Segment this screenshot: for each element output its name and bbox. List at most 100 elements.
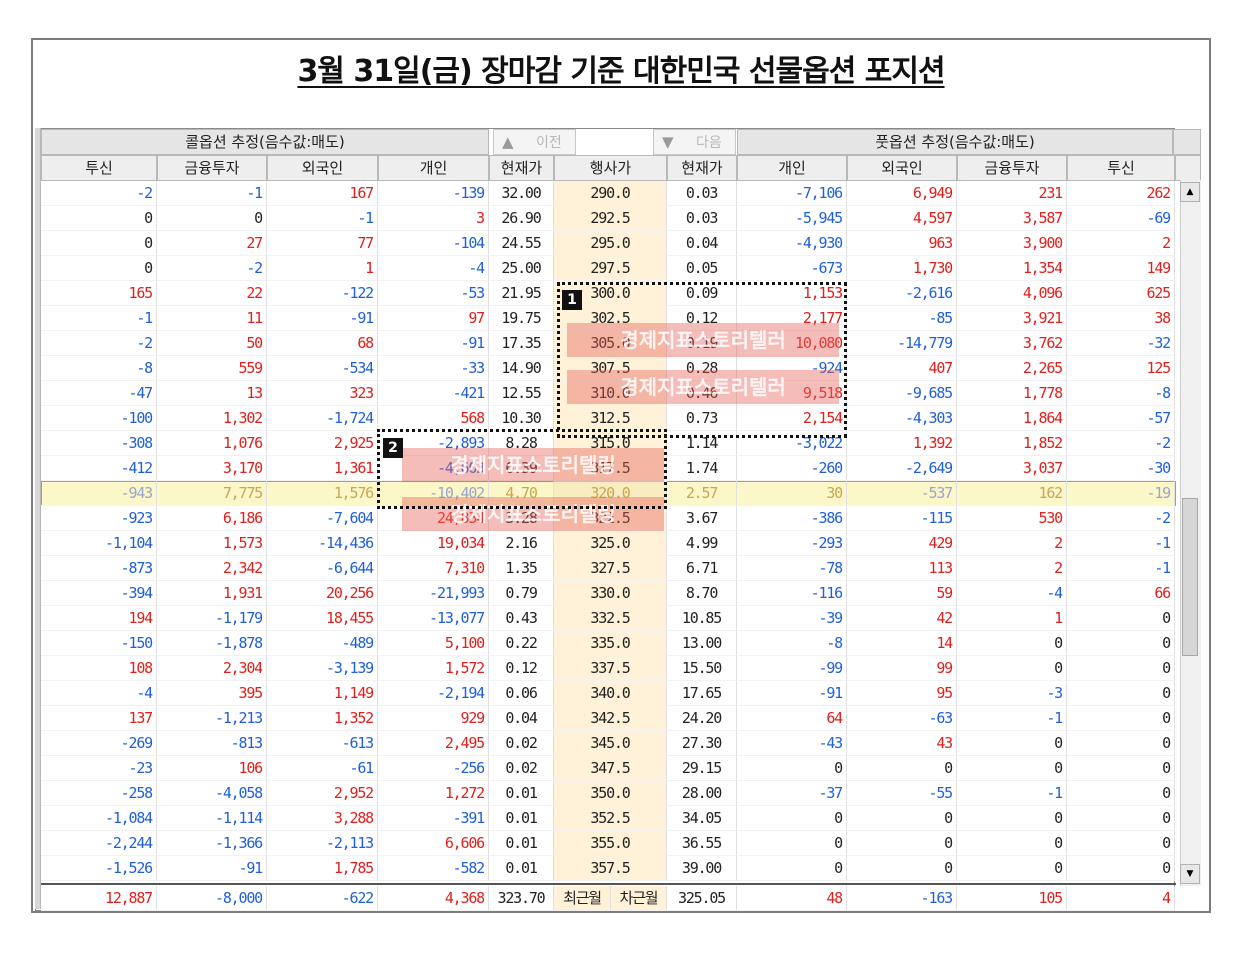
call-foreign-cell: 1,576 [267, 481, 378, 506]
call-price-cell: 0.01 [489, 856, 554, 881]
put-individual-cell: -39 [737, 606, 847, 631]
call-foreign-cell: 2,925 [267, 431, 378, 456]
put-tusin-cell: 0 [1067, 656, 1175, 681]
scroll-up-icon[interactable]: ▲ [1180, 182, 1200, 202]
call-tusin-cell: -150 [41, 631, 157, 656]
call-tusin-cell: -47 [41, 381, 157, 406]
put-fin-invest-cell: 1,354 [957, 256, 1067, 281]
put-foreign-cell: 43 [847, 731, 957, 756]
call-tusin-cell: -1,084 [41, 806, 157, 831]
call-foreign-cell: 1,352 [267, 706, 378, 731]
put-foreign-cell: 963 [847, 231, 957, 256]
call-tusin-cell: -308 [41, 431, 157, 456]
call-foreign-cell: 1,785 [267, 856, 378, 881]
put-price-cell: 0.04 [667, 231, 737, 256]
put-price-cell: 39.00 [667, 856, 737, 881]
strike-cell: 310.0 [554, 381, 667, 406]
next-month-label[interactable]: 차근월 [611, 886, 667, 911]
put-foreign-cell: 4,597 [847, 206, 957, 231]
call-price-cell: 0.04 [489, 706, 554, 731]
call-price-cell: 17.35 [489, 331, 554, 356]
call-price-cell: 24.55 [489, 231, 554, 256]
call-foreign-cell: -61 [267, 756, 378, 781]
scrollbar-thumb[interactable] [1182, 498, 1198, 656]
call-foreign-cell: -6,644 [267, 556, 378, 581]
call-price-cell: 3.28 [489, 506, 554, 531]
call-fin-invest-cell: 395 [157, 681, 267, 706]
put-fin-invest-cell: 2 [957, 556, 1067, 581]
put-fin-invest-cell: 0 [957, 756, 1067, 781]
next-label: 다음 [696, 135, 722, 151]
put-fin-invest-cell: -1 [957, 706, 1067, 731]
call-fin-invest-cell: 559 [157, 356, 267, 381]
call-tusin-cell: -269 [41, 731, 157, 756]
call-individual-cell: 1,272 [378, 781, 489, 806]
put-price-cell: 8.70 [667, 581, 737, 606]
put-foreign-cell: 1,392 [847, 431, 957, 456]
put-fin-invest-cell: 2 [957, 531, 1067, 556]
next-button[interactable]: ▼ 다음 [653, 129, 736, 155]
strike-cell: 327.5 [554, 556, 667, 581]
call-foreign-cell: 3,288 [267, 806, 378, 831]
call-individual-cell: 19,034 [378, 531, 489, 556]
put-price-cell: 13.00 [667, 631, 737, 656]
call-price-cell: 0.02 [489, 731, 554, 756]
put-tusin-cell: -57 [1067, 406, 1175, 431]
put-foreign-cell: 99 [847, 656, 957, 681]
put-price-cell: 6.71 [667, 556, 737, 581]
put-foreign-cell: -537 [847, 481, 957, 506]
put-tusin-cell: -1 [1067, 531, 1175, 556]
prev-button[interactable]: ▲ 이전 [493, 129, 576, 155]
col-header-spacer [1175, 155, 1201, 181]
call-individual-cell: -2,893 [378, 431, 489, 456]
put-tusin-cell: -2 [1067, 506, 1175, 531]
call-foreign-cell: 68 [267, 331, 378, 356]
row-gutter [35, 128, 41, 909]
total-put-fin-invest: 105 [957, 886, 1067, 911]
total-call-individual: 4,368 [378, 886, 489, 911]
front-month-label[interactable]: 최근월 [554, 886, 611, 911]
watermark-1b: 경제지표스토리텔러 [567, 370, 839, 404]
put-fin-invest-cell: 1,852 [957, 431, 1067, 456]
put-foreign-cell: 59 [847, 581, 957, 606]
call-foreign-cell: -534 [267, 356, 378, 381]
put-fin-invest-cell: 162 [957, 481, 1067, 506]
col-header-call-tusin: 투신 [41, 155, 157, 181]
call-group-header: 콜옵션 추정(음수값:매도) [41, 129, 489, 155]
put-foreign-cell: 6,949 [847, 181, 957, 206]
put-price-cell: 0.03 [667, 181, 737, 206]
put-tusin-cell: 0 [1067, 756, 1175, 781]
call-price-cell: 0.12 [489, 656, 554, 681]
total-put-tusin: 4 [1067, 886, 1175, 911]
call-individual-cell: -4 [378, 256, 489, 281]
call-fin-invest-cell: 2,304 [157, 656, 267, 681]
call-fin-invest-cell: -1,366 [157, 831, 267, 856]
put-individual-cell: 64 [737, 706, 847, 731]
col-header-call-foreign: 외국인 [267, 155, 378, 181]
call-tusin-cell: -8 [41, 356, 157, 381]
put-price-cell: 4.99 [667, 531, 737, 556]
call-tusin-cell: -2,244 [41, 831, 157, 856]
strike-cell: 352.5 [554, 806, 667, 831]
put-foreign-cell: 407 [847, 356, 957, 381]
put-tusin-cell: 0 [1067, 806, 1175, 831]
put-individual-cell: -673 [737, 256, 847, 281]
strike-cell: 345.0 [554, 731, 667, 756]
col-header-call-fin-invest: 금융투자 [157, 155, 267, 181]
put-price-cell: 36.55 [667, 831, 737, 856]
call-fin-invest-cell: 22 [157, 281, 267, 306]
put-fin-invest-cell: 2,265 [957, 356, 1067, 381]
call-foreign-cell: -613 [267, 731, 378, 756]
strike-cell: 347.5 [554, 756, 667, 781]
scroll-down-icon[interactable]: ▼ [1180, 864, 1200, 884]
call-tusin-cell: -923 [41, 506, 157, 531]
put-fin-invest-cell: 3,921 [957, 306, 1067, 331]
footer-divider [41, 883, 1176, 885]
put-fin-invest-cell: 0 [957, 631, 1067, 656]
call-tusin-cell: 137 [41, 706, 157, 731]
put-foreign-cell: -55 [847, 781, 957, 806]
put-individual-cell: 0 [737, 756, 847, 781]
call-fin-invest-cell: 1,302 [157, 406, 267, 431]
badge-2: 2 [383, 438, 403, 458]
put-price-cell: 28.00 [667, 781, 737, 806]
